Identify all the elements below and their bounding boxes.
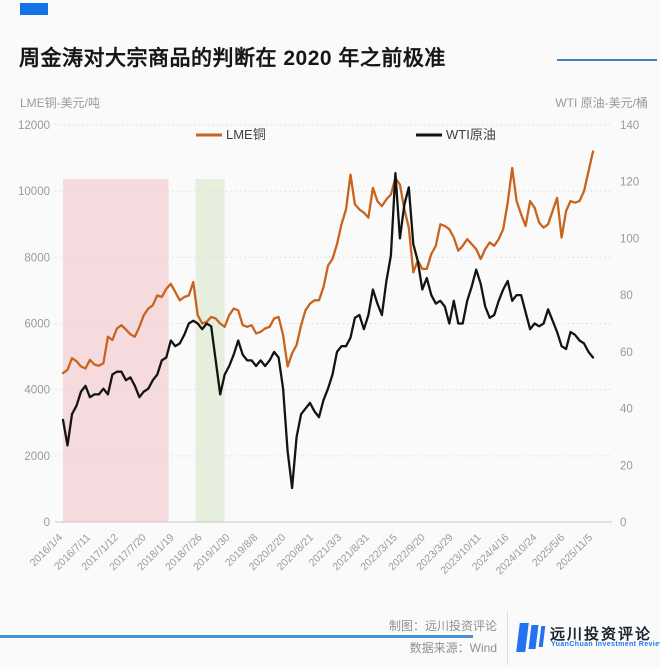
- dual-axis-line-chart: 12000 10000 8000 6000 4000 2000 0 140 120 100 80 60…: [18, 120, 639, 577]
- right-axis-unit-label: WTI 原油-美元/桶: [555, 96, 648, 110]
- pink-band: [63, 179, 169, 522]
- left-axis-unit-label: LME铜-美元/吨: [20, 96, 101, 110]
- title-rule: [557, 59, 657, 61]
- right-axis-tick-label: 140: [620, 120, 639, 132]
- legend-label: LME铜: [226, 127, 266, 142]
- logo-bar-icon: [528, 625, 539, 649]
- credits: 制图：远川投资评论 数据来源：Wind: [297, 615, 497, 659]
- page-title: 周金涛对大宗商品的判断在 2020 年之前极准: [19, 47, 446, 70]
- logo-subtext: YuanChuan Investment Review: [551, 641, 660, 648]
- logo-bars-icon: [516, 622, 547, 652]
- right-axis-tick-label: 60: [620, 347, 633, 359]
- green-band: [195, 179, 225, 522]
- left-axis-tick-label: 2000: [24, 451, 50, 463]
- right-axis-tick-label: 20: [620, 460, 633, 472]
- left-axis-tick-label: 6000: [24, 319, 50, 331]
- right-axis-tick-label: 40: [620, 404, 633, 416]
- logo-bar-icon: [516, 623, 529, 652]
- right-axis-tick-label: 0: [620, 517, 626, 529]
- right-axis-tick-label: 80: [620, 290, 633, 302]
- lme-copper-line: [61, 150, 595, 375]
- left-axis-tick-label: 4000: [24, 385, 50, 397]
- credit-maker: 制图：远川投资评论: [388, 619, 497, 633]
- brand-accent-block: [20, 3, 48, 15]
- left-axis-tick-label: 12000: [18, 120, 50, 132]
- left-axis-tick-label: 0: [44, 517, 50, 529]
- right-axis-tick-label: 100: [620, 233, 639, 245]
- left-axis-tick-label: 8000: [24, 252, 50, 264]
- footer-rule: [0, 635, 473, 638]
- legend-label: WTI原油: [446, 127, 496, 142]
- yuanchuan-logo: 远川投资评论 YuanChuan Investment Review: [516, 620, 660, 662]
- credit-source: 数据来源：Wind: [409, 641, 497, 655]
- wti-oil-line: [61, 172, 595, 490]
- logo-bar-icon: [538, 626, 546, 647]
- left-axis-tick-label: 10000: [18, 186, 50, 198]
- footer-divider: [507, 611, 508, 665]
- right-axis-tick-label: 120: [620, 177, 639, 189]
- logo-text: 远川投资评论: [550, 626, 653, 643]
